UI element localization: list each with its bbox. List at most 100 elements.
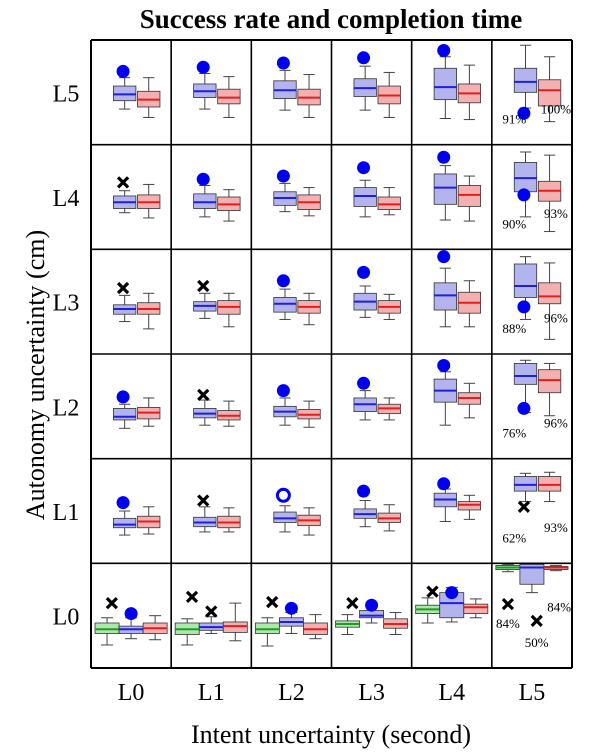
x-tick-label: L5	[519, 680, 546, 706]
red-box	[377, 187, 401, 216]
box-body	[377, 196, 401, 210]
box-body	[433, 282, 457, 311]
cell-L4-L4	[433, 150, 482, 222]
y-tick-label: L3	[53, 291, 80, 317]
success-dot	[437, 250, 451, 264]
box-body	[217, 88, 241, 105]
blue-box	[353, 390, 377, 421]
red-box	[297, 292, 321, 326]
blue-box	[273, 397, 297, 426]
box-body	[513, 162, 538, 193]
failure-x	[426, 585, 439, 598]
blue-box	[113, 190, 137, 214]
success-dot	[196, 60, 210, 74]
blue-box	[433, 371, 457, 426]
blue-box	[193, 399, 217, 426]
cell-L5-L1	[193, 60, 241, 118]
success-rate-label: 88%	[502, 321, 526, 336]
red-box	[217, 76, 241, 118]
red-box	[222, 602, 248, 642]
red-box	[137, 292, 161, 330]
success-dot	[276, 274, 290, 288]
success-dot	[517, 300, 531, 314]
green-box	[415, 597, 441, 624]
box-body	[433, 67, 457, 101]
red-box	[377, 293, 401, 320]
cell-L5-L3	[353, 51, 401, 118]
y-tick-label: L5	[53, 81, 80, 107]
red-box	[217, 400, 241, 427]
box-body	[222, 621, 248, 633]
x-tick-labels: L0 L1 L2 L3 L4 L5	[118, 680, 546, 706]
cell-L3-L1	[193, 279, 241, 328]
failure-x	[197, 494, 210, 507]
cell-L2-L0	[113, 390, 161, 429]
red-box	[457, 382, 482, 419]
y-axis-title: Autonomy uncertainty (cm)	[21, 230, 50, 520]
box-body	[513, 476, 538, 492]
success-dot	[116, 64, 130, 78]
success-rate-label: 93%	[544, 206, 568, 221]
red-box	[537, 471, 562, 503]
blue-box	[113, 403, 137, 429]
cell-L2-L4	[433, 359, 482, 426]
failure-x	[501, 598, 514, 611]
failure-x	[530, 614, 543, 628]
red-box	[217, 189, 241, 222]
red-box	[457, 280, 482, 328]
box-body	[519, 563, 545, 585]
cell-L5-L5: 91% 100%	[502, 44, 572, 127]
box-body	[537, 79, 562, 107]
success-rate-label: 84%	[496, 616, 520, 631]
failure-x	[105, 596, 118, 610]
box-body	[433, 173, 457, 205]
failure-x	[197, 388, 210, 401]
box-body	[513, 263, 538, 298]
success-dot	[124, 607, 138, 621]
red-box	[217, 507, 241, 533]
red-box	[377, 397, 401, 421]
red-box	[537, 362, 562, 417]
blue-box	[273, 288, 297, 320]
cell-L5-L2	[273, 56, 321, 118]
success-dot	[437, 150, 451, 164]
blue-box	[273, 69, 297, 111]
y-tick-labels: L5 L4 L3 L2 L1 L0	[53, 81, 80, 630]
x-axis-title: Intent uncertainty (second)	[191, 720, 471, 749]
success-rate-label: 50%	[525, 635, 549, 650]
cell-L0-L2	[254, 595, 328, 647]
cell-L4-L0	[113, 176, 161, 219]
red-box	[377, 504, 401, 532]
box-body	[113, 517, 137, 529]
cell-L4-L1	[193, 172, 241, 222]
success-rate-label: 100%	[541, 101, 572, 116]
y-tick-label: L2	[53, 395, 80, 421]
blue-box	[433, 267, 457, 328]
red-box	[383, 612, 409, 636]
cell-L3-L2	[273, 274, 321, 326]
box-body	[273, 511, 297, 523]
cell-L5-L0	[113, 64, 161, 118]
success-dot	[116, 390, 130, 404]
blue-box	[198, 616, 224, 634]
box-body	[254, 622, 280, 634]
green-box	[254, 617, 280, 647]
red-box	[457, 64, 482, 121]
red-box	[377, 71, 401, 118]
cell-L1-L4	[433, 477, 482, 522]
grid-lines	[90, 39, 573, 669]
x-tick-label: L4	[438, 680, 465, 706]
box-body	[537, 369, 562, 394]
box-body	[457, 501, 482, 511]
success-dot	[357, 376, 371, 390]
blue-box	[353, 285, 377, 318]
cell-L4-L5: 90% 93%	[502, 151, 568, 233]
box-body	[353, 187, 377, 207]
x-tick-label: L2	[278, 680, 305, 706]
red-box	[137, 506, 161, 535]
blue-box	[433, 488, 457, 522]
failure-x	[346, 596, 359, 610]
box-body	[193, 193, 217, 209]
x-tick-label: L1	[198, 680, 225, 706]
cell-L3-L3	[353, 265, 401, 320]
